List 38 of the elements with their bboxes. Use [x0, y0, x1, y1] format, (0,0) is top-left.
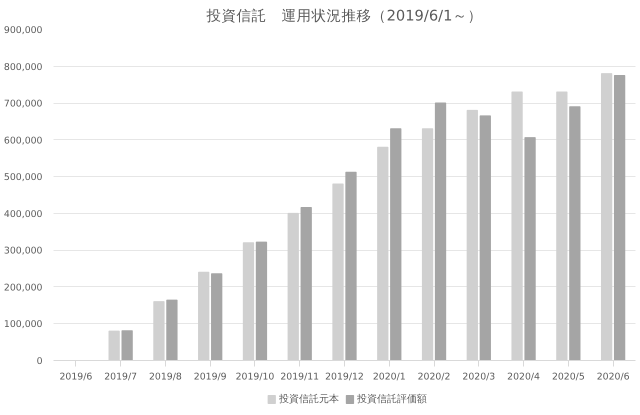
legend-label: 投資信託評価額	[356, 393, 428, 405]
x-tick-label: 2020/6	[596, 372, 630, 382]
y-tick-label: 700,000	[4, 98, 43, 110]
x-tick-label: 2020/5	[552, 372, 585, 382]
y-tick-label: 600,000	[4, 135, 43, 146]
bar	[345, 172, 357, 360]
x-tick-label: 2019/6	[59, 372, 92, 382]
x-tick-label: 2019/8	[149, 372, 182, 382]
bar	[390, 128, 402, 360]
bar	[569, 106, 580, 360]
bar	[211, 273, 222, 360]
x-tick-label: 2020/1	[372, 372, 406, 382]
y-tick-label: 800,000	[4, 62, 43, 73]
x-tick-label: 2019/10	[236, 372, 274, 382]
y-tick-label: 400,000	[4, 208, 43, 220]
chart-title: 投資信託 運用状況推移（2019/6/1～）	[206, 8, 482, 24]
y-tick-label: 200,000	[4, 282, 43, 294]
y-tick-label: 0	[36, 356, 43, 367]
bar	[121, 330, 133, 360]
x-tick-label: 2019/12	[325, 372, 364, 382]
bar	[480, 115, 491, 360]
bar	[300, 207, 312, 360]
x-tick-label: 2020/2	[418, 372, 450, 382]
bar	[434, 102, 446, 360]
x-tick-label: 2020/3	[462, 372, 496, 382]
bar	[614, 74, 626, 360]
legend-label: 投資信託元本	[278, 393, 340, 405]
y-tick-label: 100,000	[4, 319, 43, 330]
y-tick-label: 500,000	[4, 172, 43, 184]
bar	[524, 137, 536, 360]
x-tick-label: 2019/9	[194, 372, 227, 382]
x-tick-label: 2019/7	[104, 372, 138, 382]
x-tick-label: 2020/4	[507, 372, 540, 382]
x-tick-label: 2019/11	[280, 372, 320, 382]
bar	[256, 242, 268, 360]
y-tick-label: 300,000	[4, 246, 43, 257]
y-tick-label: 900,000	[4, 25, 43, 36]
bar	[166, 300, 178, 360]
